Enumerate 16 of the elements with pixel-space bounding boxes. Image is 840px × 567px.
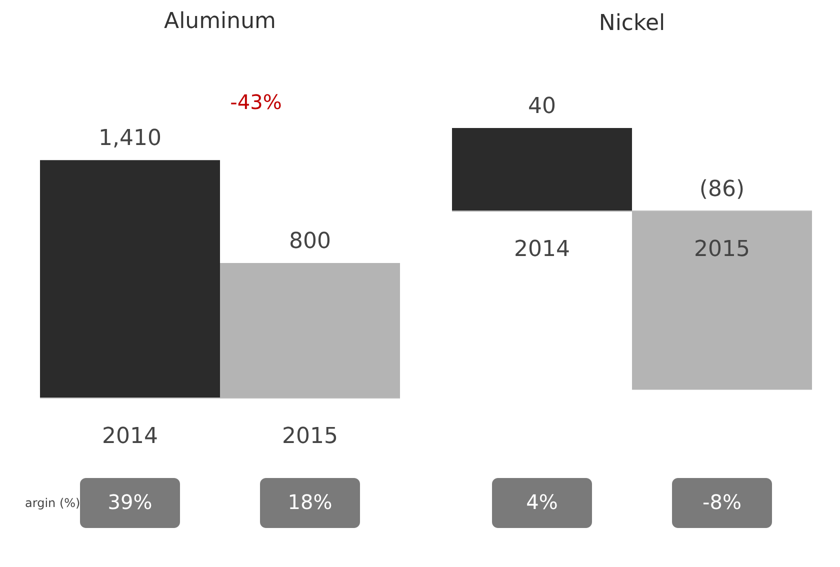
text: -8% <box>702 490 742 514</box>
text: 4% <box>526 490 558 514</box>
text: -43% <box>230 90 282 114</box>
x-tick-label: 2014 <box>514 237 570 262</box>
data-label: (86) <box>699 177 745 202</box>
x-tick-label: 2014 <box>102 424 158 449</box>
text: 39% <box>108 490 152 514</box>
x-tick-label: 2015 <box>694 237 750 262</box>
chart-title: Aluminum <box>164 9 276 34</box>
x-tick-label: 2015 <box>282 424 338 449</box>
data-label: 800 <box>289 229 331 254</box>
text: argin (%) <box>25 496 80 510</box>
data-label: 40 <box>528 94 556 119</box>
chart-title: Nickel <box>598 11 666 36</box>
text: 18% <box>288 490 332 514</box>
data-label: 1,410 <box>98 126 162 152</box>
